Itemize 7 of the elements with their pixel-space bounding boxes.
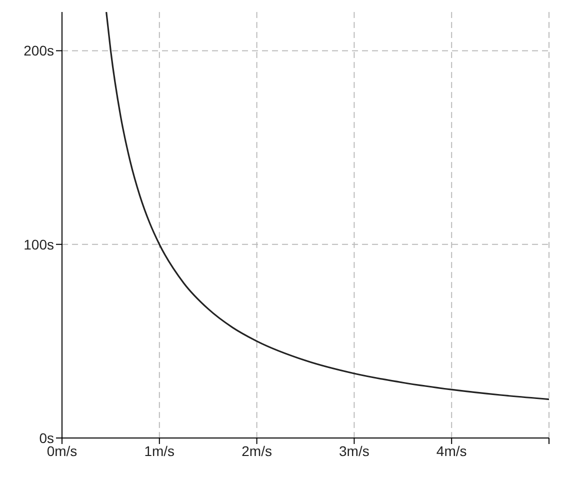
x-tick-label: 2m/s xyxy=(242,442,272,459)
x-tick-label: 3m/s xyxy=(339,442,370,459)
x-tick-label: 1m/s xyxy=(144,442,175,459)
y-tick-label: 200s xyxy=(24,42,54,59)
line-series xyxy=(106,12,549,400)
y-tick-label: 100s xyxy=(24,236,54,252)
x-tick-label: 4m/s xyxy=(436,442,467,459)
